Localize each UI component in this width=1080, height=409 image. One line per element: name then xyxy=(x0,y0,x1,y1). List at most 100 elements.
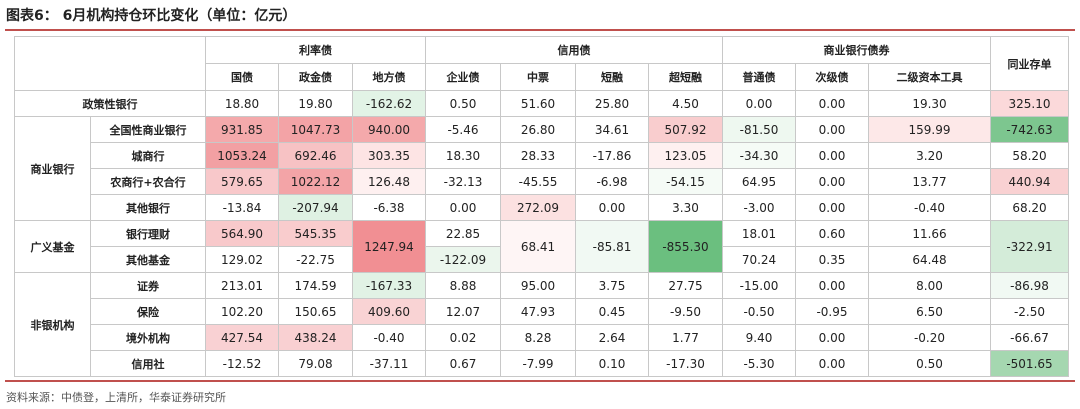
column-header: 地方债 xyxy=(352,63,426,91)
cell: 1047.73 xyxy=(278,116,353,143)
cell: 8.28 xyxy=(500,324,576,351)
cell: 159.99 xyxy=(868,116,991,143)
cell: 0.00 xyxy=(795,272,869,299)
cell: 409.60 xyxy=(352,298,426,325)
row-label: 全国性商业银行 xyxy=(90,116,206,143)
cell: 34.61 xyxy=(575,116,649,143)
group-header: 同业存单 xyxy=(990,36,1069,91)
group-header: 信用债 xyxy=(425,36,723,64)
row-label: 银行理财 xyxy=(90,220,206,247)
cell: -22.75 xyxy=(278,246,353,273)
column-header: 短融 xyxy=(575,63,649,91)
corner xyxy=(14,36,206,91)
cell: -12.52 xyxy=(205,350,279,377)
row: 信用社 -12.52 79.08 -37.11 0.67 -7.99 0.10 -17.30-… xyxy=(15,350,1069,377)
cell: 22.85 xyxy=(425,220,501,247)
row: 境外机构 427.54 438.24 -0.40 0.02 8.28 2.64 1.77 9.4… xyxy=(15,324,1069,351)
cell: 4.50 xyxy=(648,90,723,117)
source-rule xyxy=(5,380,1075,382)
row-label: 政策性银行 xyxy=(14,90,206,117)
cell: 3.20 xyxy=(868,142,991,169)
source: 资料来源：中债登，上清所，华泰证券研究所 xyxy=(6,391,226,404)
cell: 2.64 xyxy=(575,324,649,351)
cell: 0.00 xyxy=(795,90,869,117)
cell: -2.50 xyxy=(990,298,1069,325)
cell: -45.55 xyxy=(500,168,576,195)
cell: 27.75 xyxy=(648,272,723,299)
cell: 545.35 xyxy=(278,220,353,247)
cell: 18.80 xyxy=(205,90,279,117)
cell: -85.81 xyxy=(575,220,649,273)
cell: -15.00 xyxy=(722,272,796,299)
cell: 0.00 xyxy=(425,194,501,221)
cell: -37.11 xyxy=(352,350,426,377)
cell: 303.35 xyxy=(352,142,426,169)
row: 其他基金 129.02 -22.75 -122.09 70.24 0.35 64.48 xyxy=(15,246,1069,273)
cell: -122.09 xyxy=(425,246,501,273)
cell: 0.00 xyxy=(795,194,869,221)
cell: 0.50 xyxy=(425,90,501,117)
row-label: 城商行 xyxy=(90,142,206,169)
cell: 0.00 xyxy=(795,142,869,169)
row-label: 证券 xyxy=(90,272,206,299)
cell: 79.08 xyxy=(278,350,353,377)
cell: 51.60 xyxy=(500,90,576,117)
column-header: 超短融 xyxy=(648,63,723,91)
cell: 6.50 xyxy=(868,298,991,325)
cell: 126.48 xyxy=(352,168,426,195)
table: 利率债 信用债 商业银行债券 同业存单 国债 政金债 地方债 企业债 中票 短融 超短融 普通债 次级债… xyxy=(14,36,1069,377)
cell: 438.24 xyxy=(278,324,353,351)
cell: 0.35 xyxy=(795,246,869,273)
row-label: 境外机构 xyxy=(90,324,206,351)
cell: 507.92 xyxy=(648,116,723,143)
cell: 95.00 xyxy=(500,272,576,299)
row: 其他银行 -13.84 -207.94 -6.38 0.00 272.09 0.00 3.30… xyxy=(15,194,1069,221)
cell: -34.30 xyxy=(722,142,796,169)
cell: 692.46 xyxy=(278,142,353,169)
cell: -855.30 xyxy=(648,220,723,273)
group-label: 广义基金 xyxy=(14,220,91,273)
cell: 19.80 xyxy=(278,90,353,117)
group-header: 商业银行债券 xyxy=(722,36,991,64)
cell: 19.30 xyxy=(868,90,991,117)
cell: -6.38 xyxy=(352,194,426,221)
cell: -13.84 xyxy=(205,194,279,221)
cell: 3.30 xyxy=(648,194,723,221)
cell: -742.63 xyxy=(990,116,1069,143)
cell: -162.62 xyxy=(352,90,426,117)
cell: 123.05 xyxy=(648,142,723,169)
cell: 0.60 xyxy=(795,220,869,247)
cell: 579.65 xyxy=(205,168,279,195)
cell: 0.02 xyxy=(425,324,501,351)
cell: 0.50 xyxy=(868,350,991,377)
cell: 25.80 xyxy=(575,90,649,117)
cell: 8.88 xyxy=(425,272,501,299)
cell: 12.07 xyxy=(425,298,501,325)
cell: -0.20 xyxy=(868,324,991,351)
cell: 1022.12 xyxy=(278,168,353,195)
cell: 3.75 xyxy=(575,272,649,299)
cell: 440.94 xyxy=(990,168,1069,195)
column-header: 普通债 xyxy=(722,63,796,91)
cell: 11.66 xyxy=(868,220,991,247)
cell: 68.20 xyxy=(990,194,1069,221)
row: 广义基金 银行理财 564.90 545.35 1247.94 22.85 68.41 -85… xyxy=(14,220,1069,273)
cell: 26.80 xyxy=(500,116,576,143)
cell: 0.00 xyxy=(795,324,869,351)
cell: 1.77 xyxy=(648,324,723,351)
cell: 47.93 xyxy=(500,298,576,325)
cell: -7.99 xyxy=(500,350,576,377)
row: 政策性银行 18.80 19.80 -162.62 0.50 51.60 25.80 4.50… xyxy=(14,90,1069,117)
column-header: 政金债 xyxy=(278,63,353,91)
cell: -501.65 xyxy=(990,350,1069,377)
row: 商业银行 全国性商业银行 931.85 1047.73 940.00 -5.46 26.80… xyxy=(14,116,1069,221)
cell: 0.00 xyxy=(795,350,869,377)
group-label: 商业银行 xyxy=(14,116,91,221)
column-header: 次级债 xyxy=(795,63,869,91)
cell: 0.00 xyxy=(575,194,649,221)
row-label: 信用社 xyxy=(90,350,206,377)
row: 农商行+农合行 579.65 1022.12 126.48 -32.13 -45.55 -6… xyxy=(15,168,1069,195)
cell: 150.65 xyxy=(278,298,353,325)
cell: 129.02 xyxy=(205,246,279,273)
group-label: 非银机构 xyxy=(14,272,91,377)
